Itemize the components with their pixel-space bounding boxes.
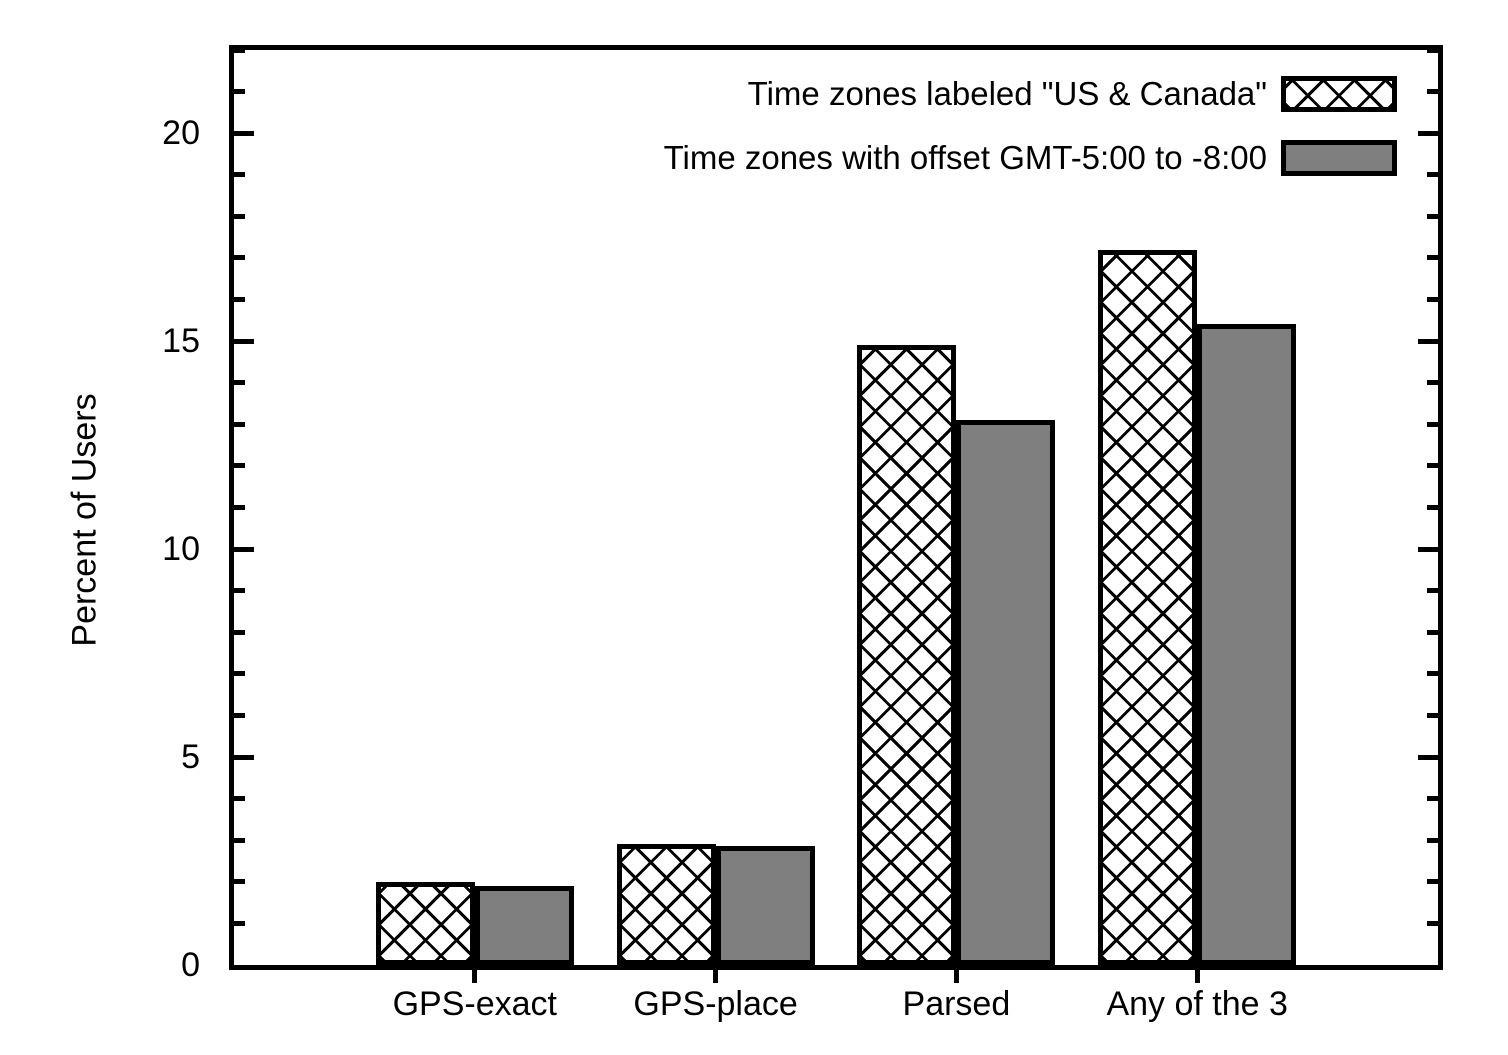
y-minor-tick bbox=[234, 920, 245, 926]
y-minor-tick bbox=[234, 712, 245, 718]
y-major-tick bbox=[234, 754, 254, 760]
y-tick-label: 10 bbox=[162, 530, 200, 569]
y-minor-tick-mirror bbox=[1427, 920, 1438, 926]
y-minor-tick-mirror bbox=[1427, 213, 1438, 219]
legend-swatch-crosshatch bbox=[1281, 76, 1397, 112]
y-minor-tick-mirror bbox=[1427, 629, 1438, 635]
y-minor-tick-mirror bbox=[1427, 671, 1438, 677]
y-minor-tick-mirror bbox=[1427, 712, 1438, 718]
y-major-tick-mirror bbox=[1418, 546, 1438, 552]
y-minor-tick-mirror bbox=[1427, 796, 1438, 802]
y-major-tick-mirror bbox=[1418, 754, 1438, 760]
y-minor-tick bbox=[234, 505, 245, 510]
bar-series1-parsed bbox=[956, 420, 1056, 965]
y-minor-tick bbox=[234, 796, 245, 802]
y-major-tick bbox=[234, 130, 254, 136]
y-minor-tick bbox=[234, 47, 245, 53]
y-minor-tick bbox=[234, 629, 245, 635]
y-minor-tick-mirror bbox=[1427, 421, 1438, 427]
legend-swatch-gray bbox=[1281, 140, 1397, 176]
y-major-tick-mirror bbox=[1418, 338, 1438, 344]
bar-series0-gps-place bbox=[616, 844, 716, 965]
y-tick-label: 20 bbox=[162, 114, 200, 153]
y-minor-tick-mirror bbox=[1427, 463, 1438, 469]
legend-entry-us-canada: Time zones labeled "US & Canada" bbox=[748, 75, 1397, 113]
legend-entry-gmt-offset: Time zones with offset GMT-5:00 to -8:00 bbox=[664, 139, 1397, 177]
y-minor-tick-mirror bbox=[1427, 505, 1438, 510]
y-minor-tick bbox=[234, 671, 245, 677]
bar-series1-any-of-the-3 bbox=[1197, 324, 1297, 965]
y-axis-title: Percent of Users bbox=[65, 393, 104, 647]
y-major-tick bbox=[234, 338, 254, 344]
x-tick bbox=[1194, 970, 1200, 983]
y-minor-tick bbox=[234, 837, 245, 843]
y-minor-tick-mirror bbox=[1427, 588, 1438, 594]
y-minor-tick bbox=[234, 89, 245, 95]
y-major-tick bbox=[234, 546, 254, 552]
x-category-label-any-of-the-3: Any of the 3 bbox=[1106, 985, 1288, 1023]
plot-area: Time zones labeled "US & Canada" Time zo… bbox=[162, 45, 1443, 1023]
bar-series0-parsed bbox=[857, 345, 957, 965]
bar-series1-gps-exact bbox=[474, 886, 574, 965]
bar-series0-gps-exact bbox=[375, 882, 475, 965]
y-minor-tick bbox=[234, 463, 245, 469]
legend-label-us-canada: Time zones labeled "US & Canada" bbox=[747, 75, 1267, 112]
legend-label-gmt-offset: Time zones with offset GMT-5:00 to -8:00 bbox=[663, 139, 1267, 176]
x-category-label-gps-place: GPS-place bbox=[633, 985, 798, 1023]
y-minor-tick bbox=[234, 297, 245, 303]
y-minor-tick bbox=[234, 588, 245, 594]
y-tick-label: 15 bbox=[162, 322, 200, 361]
x-tick bbox=[713, 970, 719, 983]
bar-series1-gps-place bbox=[715, 846, 815, 965]
y-minor-tick bbox=[234, 172, 245, 178]
y-minor-tick-mirror bbox=[1427, 172, 1438, 178]
y-tick-label: 5 bbox=[181, 738, 200, 777]
y-minor-tick bbox=[234, 380, 245, 386]
y-minor-tick-mirror bbox=[1427, 297, 1438, 303]
x-tick bbox=[953, 970, 959, 983]
y-minor-tick-mirror bbox=[1427, 879, 1438, 885]
y-minor-tick bbox=[234, 255, 245, 261]
y-minor-tick-mirror bbox=[1427, 837, 1438, 843]
y-tick-label: 0 bbox=[181, 946, 200, 984]
y-minor-tick-mirror bbox=[1427, 380, 1438, 386]
x-tick bbox=[472, 970, 478, 983]
y-minor-tick bbox=[234, 213, 245, 219]
x-category-label-gps-exact: GPS-exact bbox=[392, 985, 557, 1023]
y-major-tick-mirror bbox=[1418, 130, 1438, 136]
y-minor-tick bbox=[234, 879, 245, 885]
x-category-label-parsed: Parsed bbox=[902, 985, 1011, 1023]
y-minor-tick-mirror bbox=[1427, 255, 1438, 261]
y-minor-tick-mirror bbox=[1427, 47, 1438, 53]
y-minor-tick bbox=[234, 421, 245, 427]
y-minor-tick-mirror bbox=[1427, 89, 1438, 95]
bar-series0-any-of-the-3 bbox=[1098, 250, 1198, 965]
